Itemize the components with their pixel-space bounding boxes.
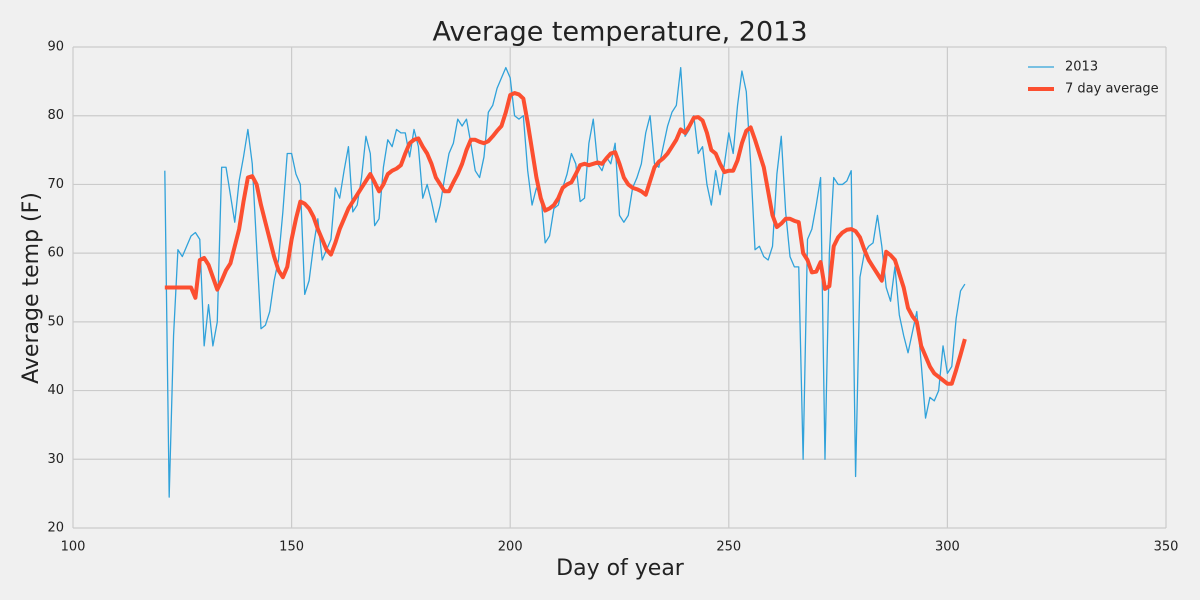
plot-area xyxy=(164,66,967,498)
chart-title: Average temperature, 2013 xyxy=(432,17,807,48)
legend: 2013 7 day average xyxy=(1028,60,1159,97)
y-tick-label: 20 xyxy=(47,521,64,536)
x-tick-label: 200 xyxy=(498,540,523,555)
series-line xyxy=(164,66,966,498)
x-tick-label: 350 xyxy=(1154,540,1179,555)
series-line xyxy=(164,91,967,386)
legend-label: 7 day average xyxy=(1065,82,1159,97)
x-axis-label: Day of year xyxy=(556,556,685,581)
legend-label: 2013 xyxy=(1065,60,1098,75)
y-tick-label: 60 xyxy=(47,246,64,261)
y-tick-label: 80 xyxy=(47,108,64,123)
y-tick-label: 90 xyxy=(47,40,64,55)
x-tick-label: 100 xyxy=(61,540,86,555)
y-axis-label: Average temp (F) xyxy=(19,192,44,384)
x-tick-label: 300 xyxy=(935,540,960,555)
x-tick-label: 150 xyxy=(279,540,304,555)
y-tick-label: 30 xyxy=(47,452,64,467)
y-tick-label: 50 xyxy=(47,314,64,329)
y-tick-label: 40 xyxy=(47,383,64,398)
x-tick-label: 250 xyxy=(716,540,741,555)
y-tick-label: 70 xyxy=(47,177,64,192)
